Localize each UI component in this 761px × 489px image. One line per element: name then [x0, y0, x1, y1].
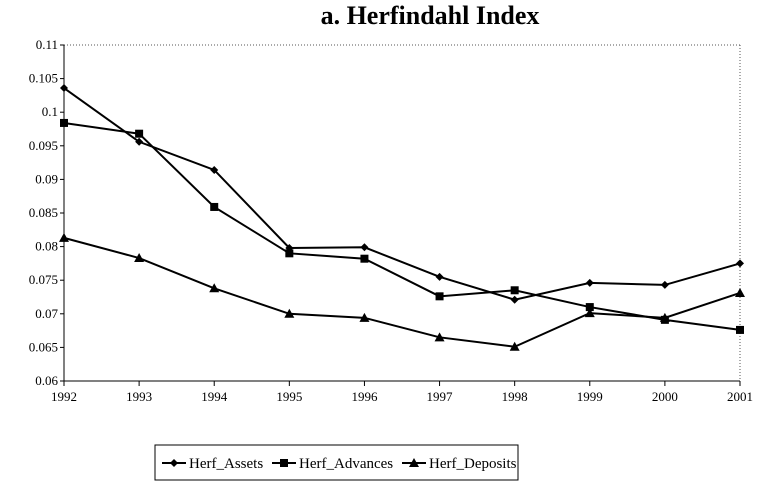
marker — [59, 232, 69, 242]
x-tick-label: 1999 — [577, 389, 603, 404]
x-tick-label: 2001 — [727, 389, 753, 404]
x-tick-label: 1994 — [201, 389, 228, 404]
marker — [135, 129, 144, 138]
x-tick-label: 1992 — [51, 389, 77, 404]
x-tick-label: 2000 — [652, 389, 678, 404]
legend — [154, 444, 519, 481]
marker — [170, 459, 178, 467]
series-line — [63, 87, 741, 301]
marker — [360, 254, 369, 263]
marker — [435, 272, 444, 281]
series-line — [63, 236, 741, 348]
marker — [585, 303, 594, 312]
marker — [736, 259, 744, 268]
marker — [60, 84, 68, 93]
marker — [510, 286, 519, 295]
marker — [360, 243, 369, 252]
y-tick-label: 0.11 — [36, 37, 58, 52]
marker — [660, 280, 669, 289]
marker — [135, 137, 144, 146]
y-tick-label: 0.07 — [35, 306, 58, 321]
marker — [434, 332, 445, 342]
y-tick-label: 0.09 — [35, 171, 58, 186]
y-tick-label: 0.095 — [29, 138, 58, 153]
marker — [584, 308, 595, 318]
y-tick-label: 0.06 — [35, 373, 58, 388]
marker — [510, 295, 519, 304]
legend-label: Herf_Advances — [299, 456, 393, 472]
marker — [435, 292, 444, 301]
marker — [285, 249, 294, 258]
marker — [280, 459, 288, 467]
marker — [509, 341, 520, 351]
chart-title: a. Herfindahl Index — [321, 1, 540, 30]
marker — [210, 165, 219, 174]
marker — [359, 312, 370, 322]
y-tick-label: 0.085 — [29, 205, 58, 220]
marker — [209, 283, 220, 293]
marker — [409, 458, 419, 467]
marker — [736, 325, 744, 334]
marker — [134, 253, 145, 263]
x-tick-label: 1993 — [126, 389, 152, 404]
y-tick-label: 0.105 — [29, 71, 58, 86]
legend-label: Herf_Deposits — [429, 456, 517, 472]
x-tick-label: 1996 — [351, 389, 378, 404]
x-tick-label: 1995 — [276, 389, 302, 404]
legend-label: Herf_Assets — [189, 456, 263, 472]
marker — [659, 312, 670, 322]
marker — [735, 287, 745, 297]
marker — [585, 278, 594, 287]
marker — [284, 308, 295, 318]
marker — [60, 118, 68, 127]
marker — [210, 202, 219, 211]
x-tick-label: 1998 — [502, 389, 528, 404]
y-tick-label: 0.065 — [29, 339, 58, 354]
x-tick-label: 1997 — [427, 389, 454, 404]
series-line — [63, 121, 741, 331]
y-tick-label: 0.075 — [29, 272, 58, 287]
y-tick-label: 0.1 — [42, 104, 58, 119]
y-tick-label: 0.08 — [35, 239, 58, 254]
